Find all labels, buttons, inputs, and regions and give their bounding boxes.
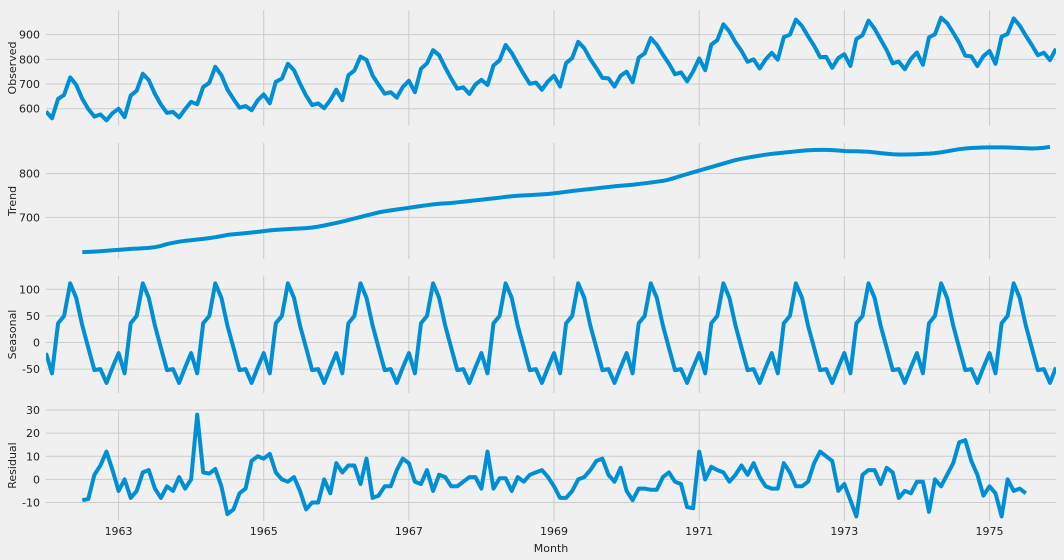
x-tick-label: 1963	[105, 525, 133, 538]
y-tick-label: 700	[19, 211, 40, 224]
y-tick-label: 20	[26, 427, 40, 440]
series-line-observed	[46, 15, 1056, 123]
y-tick-label: 600	[19, 103, 40, 116]
y-tick-label: 800	[19, 53, 40, 66]
y-tick-label: 10	[26, 450, 40, 463]
y-tick-label: -10	[22, 497, 40, 510]
panel-seasonal: -50 0 50 100 Seasonal	[6, 276, 1056, 393]
x-tick-label: 1965	[250, 525, 278, 538]
y-axis-label: Trend	[6, 186, 19, 217]
y-axis-label: Observed	[6, 42, 19, 95]
y-tick-label: 100	[19, 283, 40, 296]
y-tick-label: -50	[22, 363, 40, 376]
series-line-trend	[82, 144, 1051, 255]
x-tick-label: 1969	[540, 525, 568, 538]
x-axis-label: Month	[534, 542, 569, 555]
series-line-residual	[81, 412, 1028, 519]
panel-residual: -10 0 10 20 30 Residual 1963 1965 1967 1969 1971 19…	[6, 404, 1056, 538]
x-tick-label: 1975	[975, 525, 1003, 538]
x-tick-label: 1967	[395, 525, 423, 538]
y-axis-label: Seasonal	[6, 310, 19, 360]
x-tick-label: 1973	[830, 525, 858, 538]
y-tick-label: 700	[19, 78, 40, 91]
y-tick-label: 800	[19, 168, 40, 181]
y-tick-label: 0	[33, 336, 40, 349]
y-tick-label: 0	[33, 473, 40, 486]
series-line-seasonal	[46, 281, 1056, 385]
y-axis-label: Residual	[6, 442, 19, 488]
y-tick-label: 30	[26, 404, 40, 417]
x-tick-label: 1971	[685, 525, 713, 538]
y-tick-label: 900	[19, 29, 40, 42]
y-tick-label: 50	[26, 310, 40, 323]
